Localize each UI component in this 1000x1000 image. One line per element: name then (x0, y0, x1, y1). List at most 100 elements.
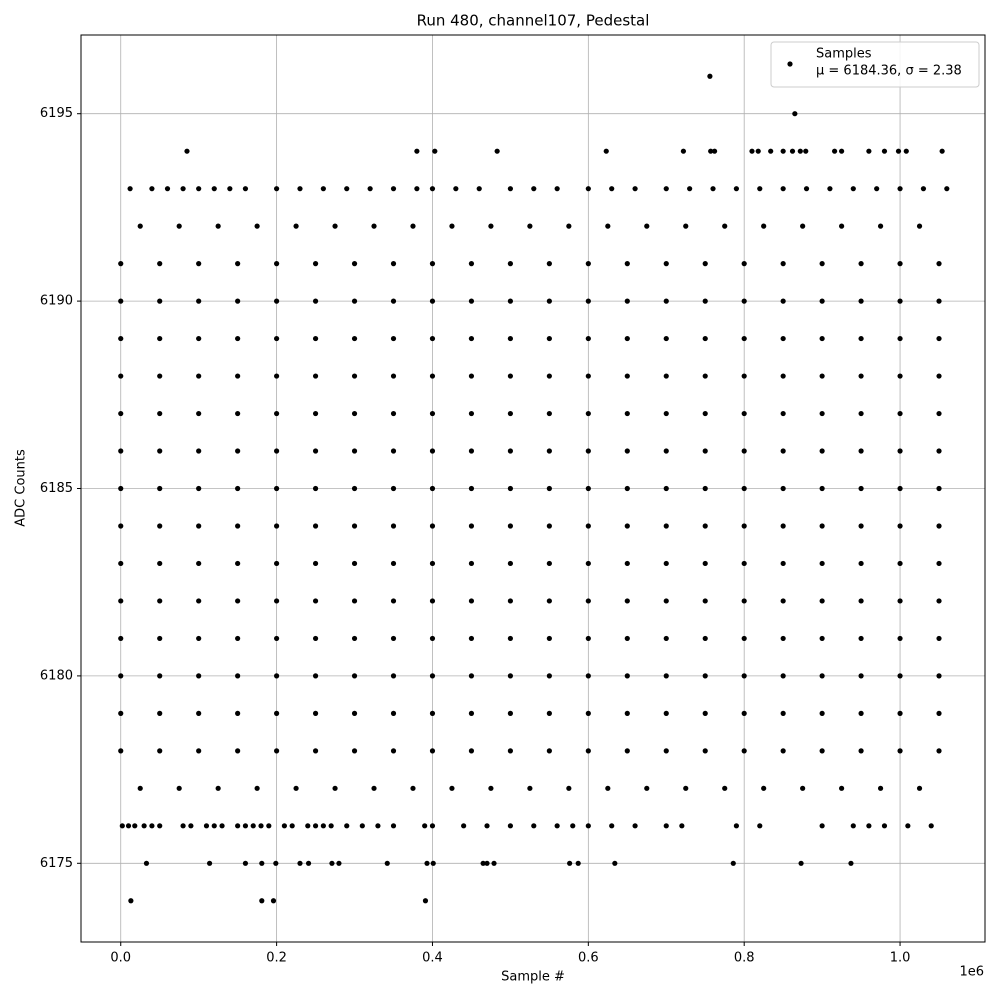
point (429, 485, 436, 492)
point (780, 335, 786, 342)
point (546, 485, 552, 492)
point (877, 223, 884, 229)
point (702, 673, 708, 679)
point (741, 448, 747, 454)
point (196, 598, 202, 604)
point (507, 335, 513, 342)
point (118, 373, 124, 379)
point (312, 261, 319, 267)
point (351, 261, 358, 267)
point (624, 635, 630, 642)
point (180, 186, 186, 192)
point (507, 560, 513, 567)
point (196, 560, 202, 567)
point (157, 410, 163, 417)
point (414, 148, 420, 154)
point (819, 823, 825, 829)
point (429, 710, 436, 716)
point (585, 298, 591, 304)
point (624, 598, 630, 604)
point (858, 261, 864, 267)
point (461, 823, 467, 829)
point (546, 635, 552, 642)
point (780, 410, 786, 417)
point (305, 860, 312, 866)
point (429, 823, 436, 829)
point (819, 560, 825, 567)
point (293, 223, 299, 229)
point (780, 598, 786, 604)
point (936, 673, 942, 679)
point (332, 785, 338, 791)
point (702, 373, 708, 379)
point (897, 673, 903, 679)
point (680, 148, 687, 154)
point (127, 186, 133, 192)
point (371, 223, 377, 229)
y-tick-label: 6175 (40, 856, 73, 871)
point (585, 448, 591, 454)
point (312, 598, 319, 604)
point (196, 410, 202, 417)
point (118, 410, 124, 417)
point (312, 710, 319, 716)
point (858, 710, 864, 716)
point (546, 298, 552, 304)
point (741, 298, 747, 304)
plot-frame (80, 34, 986, 943)
point (196, 635, 202, 642)
point (936, 748, 942, 754)
point (449, 785, 455, 791)
point (819, 261, 825, 267)
point (429, 373, 436, 379)
point (429, 298, 436, 304)
point (375, 823, 381, 829)
point (546, 560, 552, 567)
point (858, 748, 864, 754)
point (722, 785, 728, 791)
point (390, 598, 397, 604)
point (390, 298, 397, 304)
point (157, 523, 163, 529)
point (118, 448, 124, 454)
point (554, 823, 560, 829)
point (761, 785, 767, 791)
point (702, 710, 708, 716)
point (118, 298, 124, 304)
point (410, 785, 416, 791)
point (780, 523, 786, 529)
point (468, 710, 475, 716)
point (546, 373, 552, 379)
point (429, 598, 436, 604)
point (488, 785, 494, 791)
point (390, 635, 397, 642)
point (390, 485, 397, 492)
x-tick-label: 0.6 (578, 951, 599, 966)
point (274, 448, 280, 454)
point (546, 448, 552, 454)
point (858, 673, 864, 679)
point (141, 823, 147, 829)
point (819, 485, 825, 492)
point (184, 148, 190, 154)
point (848, 860, 854, 866)
point (711, 148, 718, 154)
point (839, 223, 845, 229)
point (468, 635, 475, 642)
point (936, 335, 942, 342)
x-tick-label: 0.8 (734, 951, 755, 966)
point (149, 823, 155, 829)
point (430, 860, 436, 866)
x-tick-label: 0.4 (422, 951, 443, 966)
point (227, 186, 233, 192)
point (118, 673, 124, 679)
point (118, 261, 124, 267)
point (507, 635, 513, 642)
point (585, 261, 591, 267)
point (819, 673, 825, 679)
point (390, 186, 397, 192)
point (663, 261, 669, 267)
point (741, 485, 747, 492)
point (390, 523, 397, 529)
